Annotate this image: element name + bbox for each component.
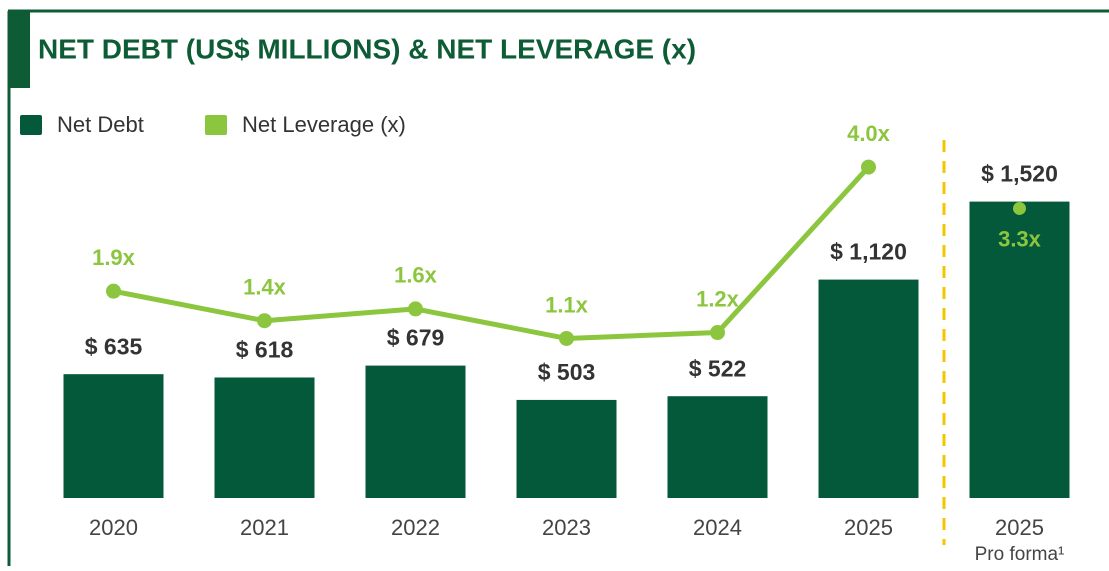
line-point xyxy=(710,325,725,341)
bar xyxy=(63,374,164,498)
bar xyxy=(214,377,315,498)
x-tick-label: 2024 xyxy=(693,515,742,540)
chart-title: NET DEBT (US$ MILLIONS) & NET LEVERAGE (… xyxy=(38,33,696,64)
line-value-label: 1.6x xyxy=(394,263,438,288)
legend-label: Net Debt xyxy=(57,112,144,137)
line-point xyxy=(559,330,574,346)
x-tick-label: 2023 xyxy=(542,515,591,540)
x-tick-label: 2022 xyxy=(391,515,440,540)
x-tick-label: 2025 xyxy=(844,515,893,540)
bar-value-label: $ 1,520 xyxy=(981,161,1058,187)
title-accent xyxy=(8,11,30,88)
bar xyxy=(667,396,768,498)
line-point xyxy=(408,301,423,317)
line-value-label: 1.9x xyxy=(92,245,136,270)
line-value-label: 4.0x xyxy=(847,121,891,146)
line-value-label: 1.2x xyxy=(696,286,740,311)
line xyxy=(113,165,871,341)
line-point xyxy=(861,159,876,175)
x-tick-label: 2025 xyxy=(995,515,1044,540)
bar-value-label: $ 522 xyxy=(689,355,747,381)
bar-value-label: $ 635 xyxy=(85,333,143,359)
category-note: Pro forma¹ xyxy=(975,544,1065,565)
bar-value-label: $ 679 xyxy=(387,325,445,351)
line-point xyxy=(1013,201,1026,215)
x-tick-label: 2020 xyxy=(89,515,138,540)
legend-swatch xyxy=(20,115,42,135)
bar xyxy=(516,399,617,498)
bar-value-label: $ 618 xyxy=(236,337,294,363)
legend-swatch xyxy=(205,115,227,135)
bar xyxy=(969,201,1070,498)
line-point xyxy=(257,313,272,329)
line-value-label: 1.4x xyxy=(243,275,287,300)
bar-value-label: $ 1,120 xyxy=(830,239,907,265)
line-point xyxy=(106,283,121,299)
bar xyxy=(365,365,466,498)
bar xyxy=(818,279,919,498)
line-value-label: 3.3x xyxy=(998,226,1042,251)
bar-value-label: $ 503 xyxy=(538,359,596,385)
x-tick-label: 2021 xyxy=(240,515,289,540)
line-value-label: 1.1x xyxy=(545,292,589,317)
legend-label: Net Leverage (x) xyxy=(242,112,406,137)
